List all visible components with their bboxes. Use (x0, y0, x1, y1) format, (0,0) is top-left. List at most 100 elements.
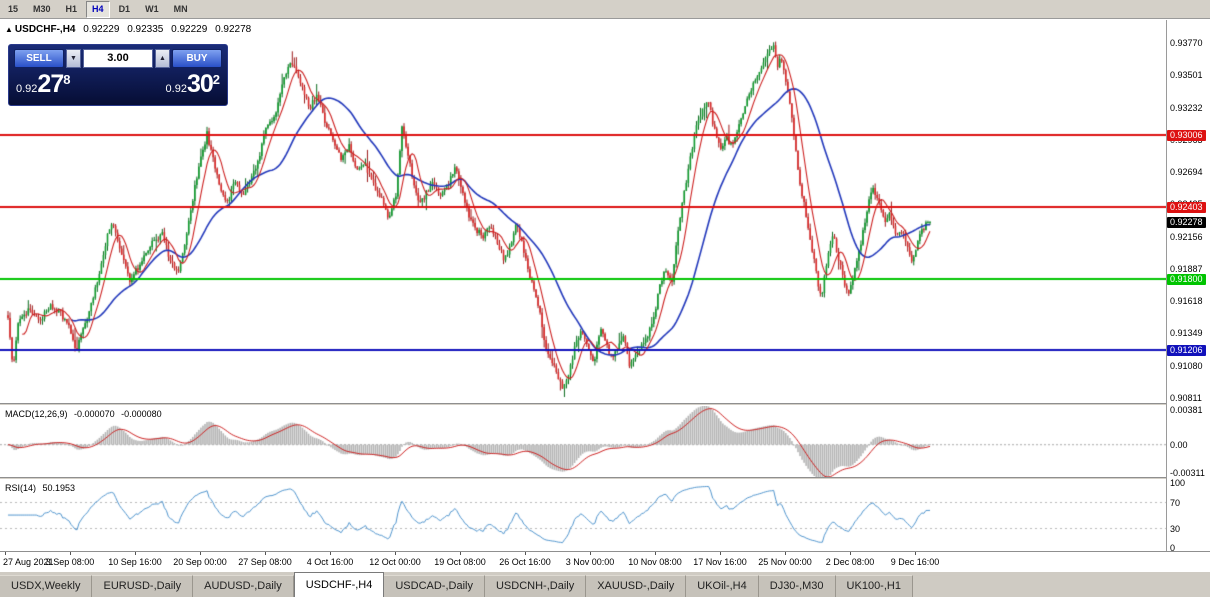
tab-eurusd-daily[interactable]: EURUSD-,Daily (92, 575, 194, 597)
macd-name: MACD(12,26,9) (5, 409, 68, 419)
timeframe-m15[interactable]: 15 (2, 1, 24, 18)
chart-symbol-label: USDCHF-,H4 (14, 24, 76, 35)
time-tick-mark (330, 552, 331, 555)
time-tick-label: 3 Sep 08:00 (45, 557, 95, 567)
time-tick-label: 10 Nov 08:00 (628, 557, 682, 567)
price-axis[interactable]: 0.937700.935010.932320.929630.926940.924… (1166, 20, 1210, 553)
hline-price-label: 0.93006 (1167, 129, 1206, 141)
rsi-axis-label: 0 (1170, 543, 1176, 553)
ohlc-close: 0.92278 (215, 24, 252, 35)
time-tick-label: 12 Oct 00:00 (369, 557, 421, 567)
hline-price-label: 0.91206 (1167, 345, 1206, 357)
macd-axis-label: 0.00381 (1170, 405, 1203, 415)
time-tick-label: 19 Oct 08:00 (434, 557, 486, 567)
sell-button[interactable]: SELL (14, 49, 64, 68)
time-tick-mark (265, 552, 266, 555)
time-tick-label: 2 Dec 08:00 (825, 557, 875, 567)
rsi-axis-label: 100 (1170, 478, 1186, 488)
price-tick-label: 0.91887 (1170, 263, 1203, 274)
one-click-trading-panel: SELL ▼ 3.00 ▲ BUY 0.92278 0.92302 (8, 44, 228, 106)
tab-usdcnh-daily[interactable]: USDCNH-,Daily (484, 575, 587, 597)
price-tick-label: 0.91349 (1170, 328, 1203, 339)
time-tick-mark (460, 552, 461, 555)
time-tick-label: 27 Sep 08:00 (238, 557, 292, 567)
time-axis-separator (0, 551, 1210, 552)
time-tick-label: 25 Nov 00:00 (758, 557, 812, 567)
timeframe-toolbar: 15 M30 H1 H4 D1 W1 MN (0, 0, 1210, 19)
tab-dj30-m30[interactable]: DJ30-,M30 (758, 575, 836, 597)
price-tick-label: 0.91618 (1170, 296, 1203, 307)
time-tick-mark (590, 552, 591, 555)
time-tick-mark (135, 552, 136, 555)
timeframe-h1[interactable]: H1 (60, 1, 84, 18)
macd-panel-separator[interactable] (0, 403, 1210, 406)
sell-price-pipette: 8 (63, 72, 71, 87)
time-tick-label: 27 Aug 2021 (3, 557, 54, 567)
buy-button[interactable]: BUY (172, 49, 222, 68)
time-tick-mark (850, 552, 851, 555)
time-tick-label: 17 Nov 16:00 (693, 557, 747, 567)
rsi-title: RSI(14) 50.1953 (5, 483, 79, 493)
rsi-axis-label: 70 (1170, 497, 1181, 508)
macd-value-signal: -0.000080 (121, 409, 162, 419)
macd-title: MACD(12,26,9) -0.000070 -0.000080 (5, 409, 166, 419)
rsi-axis-label: 30 (1170, 523, 1181, 534)
tab-uk100-h1[interactable]: UK100-,H1 (835, 575, 913, 597)
tab-usdcad-daily[interactable]: USDCAD-,Daily (384, 575, 485, 597)
time-tick-mark (915, 552, 916, 555)
time-tick-mark (525, 552, 526, 555)
price-tick-label: 0.90811 (1170, 392, 1202, 403)
sell-price-display: 0.92278 (16, 70, 70, 100)
timeframe-d1[interactable]: D1 (113, 1, 137, 18)
time-tick-mark (5, 552, 6, 555)
time-tick-label: 26 Oct 16:00 (499, 557, 551, 567)
volume-decrease-button[interactable]: ▼ (66, 49, 81, 68)
time-tick-mark (70, 552, 71, 555)
ohlc-low: 0.92229 (171, 24, 208, 35)
sell-price-big-digits: 27 (37, 70, 64, 98)
buy-price-pipette: 2 (212, 72, 220, 87)
buy-price-big-digits: 30 (186, 70, 214, 98)
time-tick-mark (785, 552, 786, 555)
tab-audusd-daily[interactable]: AUDUSD-,Daily (193, 575, 294, 597)
buy-price-prefix: 0.92 (165, 83, 187, 95)
current-price-label: 0.92278 (1167, 216, 1206, 228)
price-tick-label: 0.92156 (1170, 231, 1203, 242)
time-axis[interactable]: 27 Aug 2021 3 Sep 08:00 10 Sep 16:00 20 Sep… (0, 552, 1166, 571)
price-tick-label: 0.91080 (1170, 360, 1203, 371)
chart-tab-bar: USDX,Weekly EURUSD-,Daily AUDUSD-,Daily … (0, 571, 1210, 597)
time-tick-label: 3 Nov 00:00 (565, 557, 615, 567)
time-tick-mark (395, 552, 396, 555)
time-tick-mark (655, 552, 656, 555)
rsi-indicator-canvas[interactable] (0, 480, 1166, 551)
macd-axis-label: 0.00 (1170, 439, 1188, 450)
rsi-panel-separator[interactable] (0, 477, 1210, 480)
buy-price-display: 0.92302 (166, 70, 220, 100)
volume-input[interactable]: 3.00 (83, 49, 153, 68)
time-tick-label: 20 Sep 00:00 (173, 557, 227, 567)
timeframe-w1[interactable]: W1 (139, 1, 165, 18)
timeframe-h4[interactable]: H4 (86, 0, 110, 18)
hline-price-label: 0.92403 (1167, 201, 1206, 213)
sell-price-prefix: 0.92 (16, 83, 38, 95)
tab-usdchf-h4[interactable]: USDCHF-,H4 (293, 572, 385, 597)
price-tick-label: 0.92694 (1170, 167, 1203, 178)
time-tick-mark (720, 552, 721, 555)
time-tick-label: 9 Dec 16:00 (890, 557, 940, 567)
chart-collapse-icon: ▲ (5, 25, 13, 34)
timeframe-mn[interactable]: MN (168, 1, 194, 18)
price-tick-label: 0.93770 (1170, 38, 1203, 49)
macd-axis-label: -0.00311 (1170, 468, 1205, 478)
macd-indicator-canvas[interactable] (0, 406, 1166, 477)
hline-price-label: 0.91800 (1167, 274, 1206, 286)
rsi-value: 50.1953 (42, 483, 76, 493)
tab-xauusd-daily[interactable]: XAUUSD-,Daily (586, 575, 687, 597)
price-tick-label: 0.93232 (1170, 102, 1203, 113)
tab-usdx-weekly[interactable]: USDX,Weekly (0, 575, 93, 597)
time-tick-label: 10 Sep 16:00 (108, 557, 162, 567)
tab-ukoil-h4[interactable]: UKOil-,H4 (686, 575, 759, 597)
time-tick-label: 4 Oct 16:00 (306, 557, 354, 567)
timeframe-m30[interactable]: M30 (27, 1, 57, 18)
volume-increase-button[interactable]: ▲ (155, 49, 170, 68)
